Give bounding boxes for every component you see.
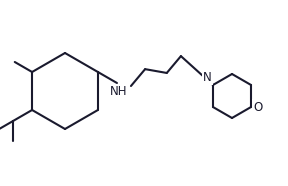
Text: N: N (203, 71, 212, 84)
Text: NH: NH (110, 85, 128, 98)
Text: O: O (253, 100, 262, 113)
